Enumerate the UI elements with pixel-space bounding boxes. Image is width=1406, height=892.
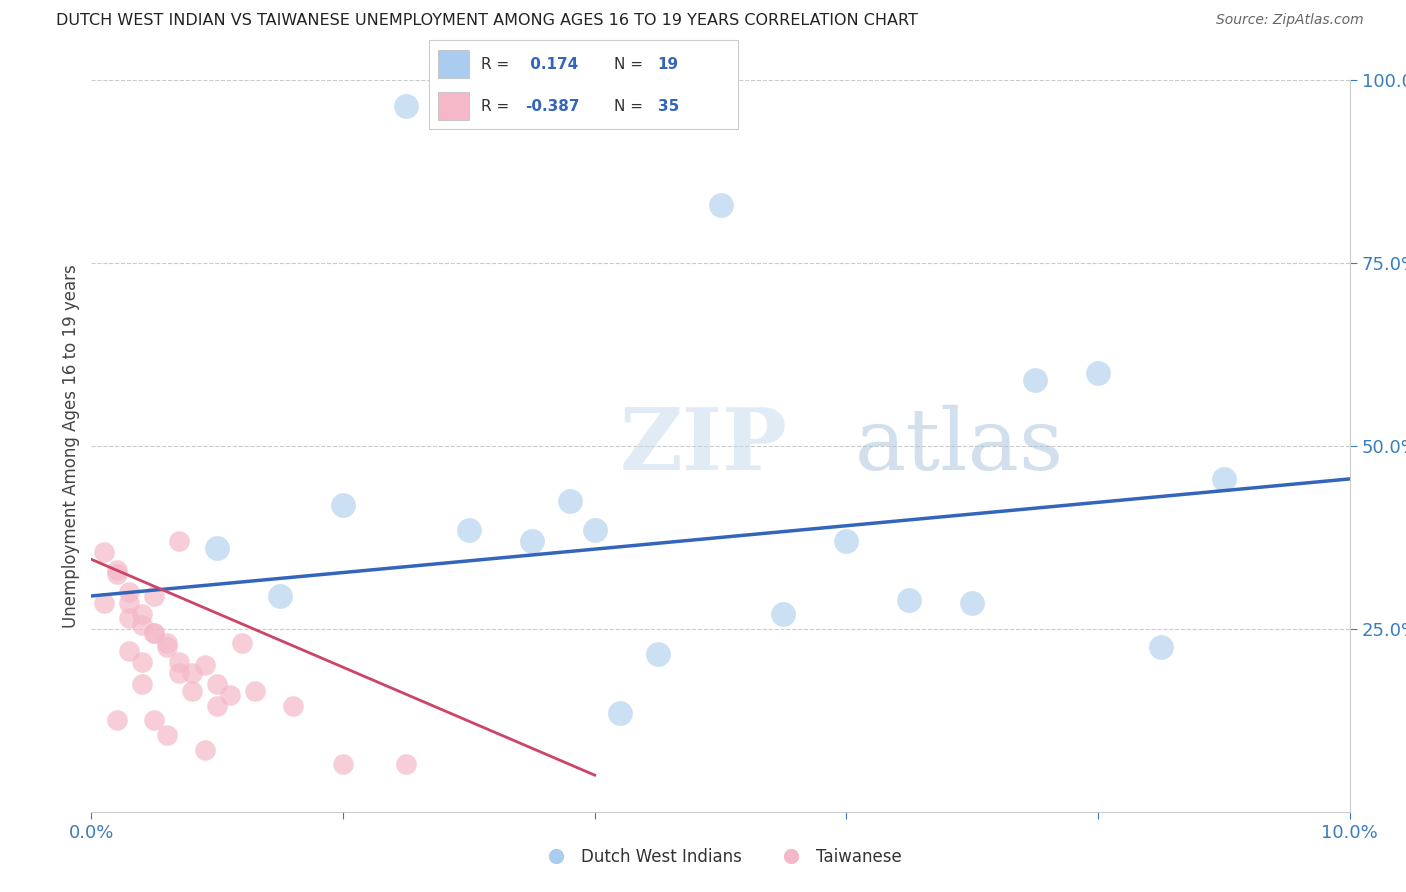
Point: [93, 545, 115, 559]
Point: [205, 698, 228, 713]
Point: [395, 99, 418, 113]
Point: [609, 706, 631, 720]
Point: [143, 714, 166, 728]
Point: [205, 541, 228, 556]
Point: [156, 636, 179, 650]
Point: [143, 589, 166, 603]
Text: DUTCH WEST INDIAN VS TAIWANESE UNEMPLOYMENT AMONG AGES 16 TO 19 YEARS CORRELATIO: DUTCH WEST INDIAN VS TAIWANESE UNEMPLOYM…: [56, 13, 918, 29]
Point: [457, 523, 479, 537]
Point: [131, 655, 153, 669]
Point: [205, 676, 228, 690]
Point: [131, 676, 153, 690]
Point: [105, 714, 128, 728]
Point: [962, 596, 984, 610]
Point: [709, 197, 731, 211]
Point: [332, 498, 354, 512]
Point: [118, 611, 141, 625]
Point: [131, 618, 153, 632]
Point: [218, 688, 240, 702]
Point: [772, 607, 794, 622]
Point: [194, 658, 217, 673]
Text: 0.174: 0.174: [524, 57, 578, 71]
Point: [1150, 640, 1173, 655]
Point: [118, 644, 141, 658]
Point: [131, 607, 153, 622]
Point: [93, 596, 115, 610]
Point: [118, 585, 141, 599]
Text: N =: N =: [614, 57, 644, 71]
Point: [181, 665, 204, 680]
Point: [647, 648, 669, 662]
Text: -0.387: -0.387: [524, 99, 579, 113]
Point: [281, 698, 304, 713]
Point: [169, 655, 191, 669]
Point: [231, 636, 253, 650]
Text: 19: 19: [658, 57, 679, 71]
Text: R =: R =: [481, 57, 509, 71]
Point: [1024, 373, 1046, 387]
Point: [118, 596, 141, 610]
Point: [156, 728, 179, 742]
Point: [898, 592, 921, 607]
Point: [395, 757, 418, 772]
Point: [332, 757, 354, 772]
Point: [583, 523, 606, 537]
Text: atlas: atlas: [855, 404, 1064, 488]
Y-axis label: Unemployment Among Ages 16 to 19 years: Unemployment Among Ages 16 to 19 years: [62, 264, 80, 628]
Text: 35: 35: [658, 99, 679, 113]
Point: [156, 640, 179, 655]
Legend: Dutch West Indians, Taiwanese: Dutch West Indians, Taiwanese: [533, 841, 908, 873]
Point: [143, 625, 166, 640]
Point: [243, 684, 266, 698]
Point: [558, 494, 581, 508]
Point: [105, 567, 128, 582]
Point: [181, 684, 204, 698]
Point: [269, 589, 291, 603]
Text: N =: N =: [614, 99, 644, 113]
Point: [1212, 472, 1236, 486]
Point: [835, 534, 858, 549]
Point: [105, 563, 128, 577]
Point: [1087, 366, 1109, 380]
Point: [520, 534, 543, 549]
Text: R =: R =: [481, 99, 509, 113]
Point: [169, 665, 191, 680]
Text: Source: ZipAtlas.com: Source: ZipAtlas.com: [1216, 13, 1364, 28]
FancyBboxPatch shape: [439, 50, 470, 78]
Point: [194, 742, 217, 756]
FancyBboxPatch shape: [439, 92, 470, 120]
Text: ZIP: ZIP: [620, 404, 787, 488]
Point: [169, 534, 191, 549]
Point: [143, 625, 166, 640]
